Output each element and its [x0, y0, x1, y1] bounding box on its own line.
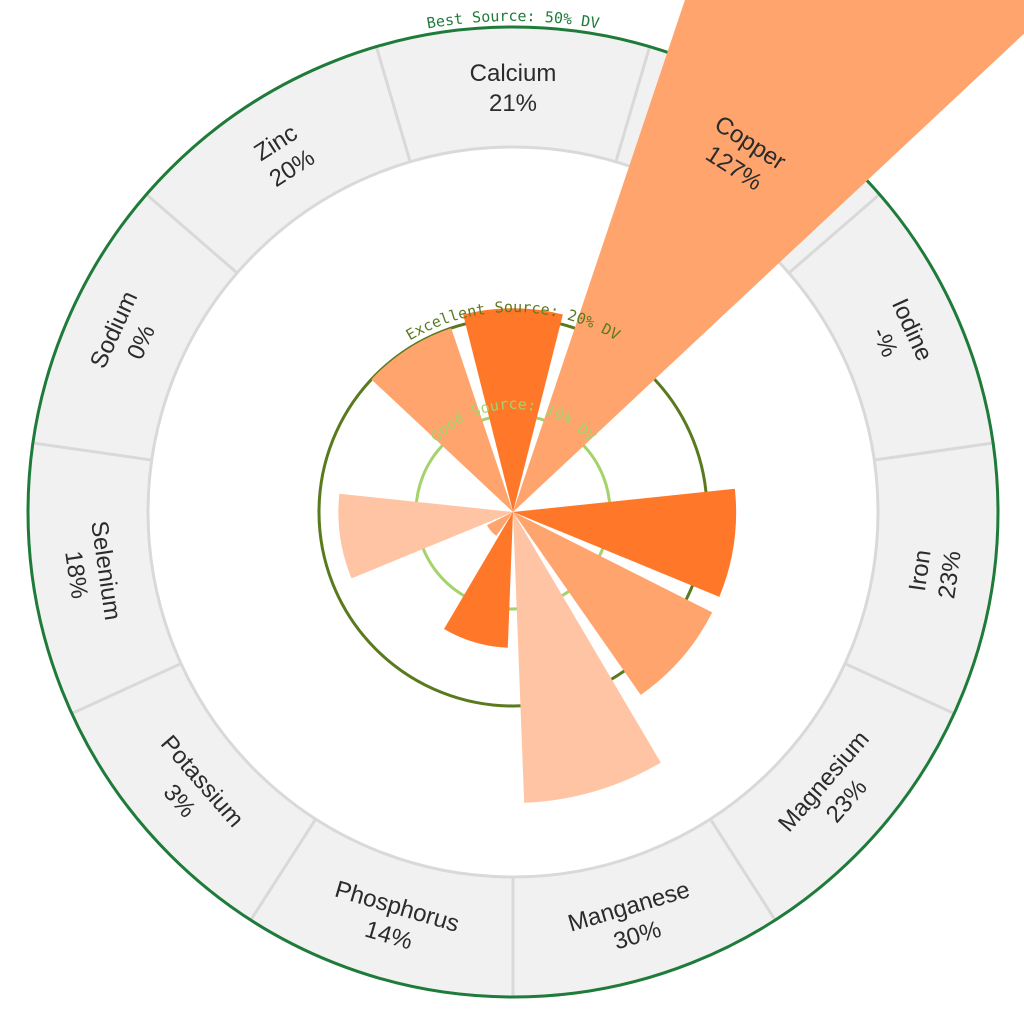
ring-divider: [614, 46, 652, 163]
ring-divider: [249, 818, 317, 921]
reference-circle: [26, 25, 1000, 999]
bar-zinc: [371, 328, 513, 512]
bar-iron: [513, 488, 737, 597]
category-name: Calcium: [470, 60, 557, 87]
category-ring: [27, 27, 998, 997]
category-name: Iron: [904, 548, 937, 593]
bar-phosphorus: [444, 512, 513, 648]
bar-copper: [513, 0, 1024, 512]
category-label-calcium: Calcium 21%: [470, 60, 557, 117]
bar-selenium: [338, 493, 513, 579]
ring-divider: [32, 441, 152, 462]
ring-divider: [874, 441, 994, 462]
ring-divider: [374, 46, 412, 163]
ring-divider: [145, 193, 239, 275]
ring-divider: [844, 662, 955, 715]
bar-manganese: [513, 512, 661, 803]
ring-divider: [71, 662, 182, 715]
bar-magnesium: [513, 512, 713, 695]
category-value: 21%: [489, 90, 537, 117]
bars: [338, 0, 1024, 803]
bar-calcium: [463, 308, 563, 512]
ring-divider: [787, 193, 881, 275]
bar-potassium: [487, 512, 513, 536]
ring-divider: [709, 818, 777, 921]
